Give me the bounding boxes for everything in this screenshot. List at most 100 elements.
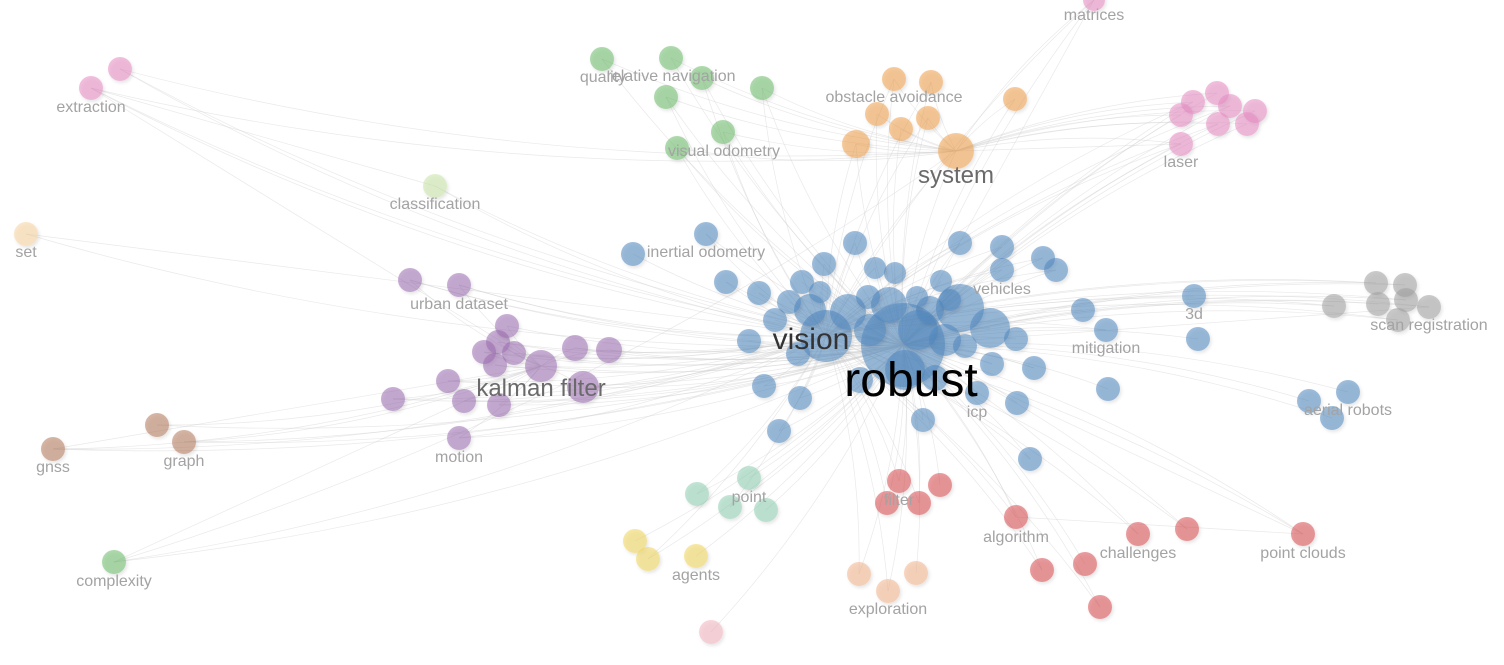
network-node[interactable] — [447, 426, 471, 450]
network-node[interactable] — [871, 287, 907, 323]
network-node[interactable] — [711, 120, 735, 144]
network-node[interactable] — [965, 381, 989, 405]
network-node[interactable] — [1206, 112, 1230, 136]
network-node[interactable] — [876, 579, 900, 603]
network-node[interactable] — [1364, 271, 1388, 295]
label-graph[interactable]: graph — [164, 453, 205, 470]
network-node[interactable] — [777, 290, 801, 314]
network-node[interactable] — [790, 270, 814, 294]
network-node[interactable] — [747, 281, 771, 305]
network-node[interactable] — [690, 66, 714, 90]
network-node[interactable] — [875, 491, 899, 515]
label-vehicles[interactable]: vehicles — [973, 281, 1031, 298]
network-node[interactable] — [1186, 327, 1210, 351]
network-node[interactable] — [1005, 391, 1029, 415]
network-node[interactable] — [1235, 112, 1259, 136]
network-node[interactable] — [911, 408, 935, 432]
network-node[interactable] — [685, 482, 709, 506]
network-node[interactable] — [398, 268, 422, 292]
network-node[interactable] — [172, 430, 196, 454]
network-node[interactable] — [1083, 0, 1105, 11]
network-node[interactable] — [1073, 552, 1097, 576]
network-node[interactable] — [885, 350, 925, 390]
network-node[interactable] — [562, 335, 588, 361]
network-node[interactable] — [1094, 318, 1118, 342]
network-node[interactable] — [938, 133, 974, 169]
label-system[interactable]: system — [918, 162, 994, 189]
label-vision[interactable]: vision — [773, 323, 850, 356]
network-node[interactable] — [929, 324, 961, 356]
network-node[interactable] — [1169, 132, 1193, 156]
label-visual-odometry[interactable]: visual odometry — [668, 143, 780, 160]
network-node[interactable] — [14, 222, 38, 246]
network-node[interactable] — [865, 102, 889, 126]
network-node[interactable] — [1071, 298, 1095, 322]
network-node[interactable] — [495, 314, 519, 338]
label-set[interactable]: set — [15, 244, 37, 261]
network-node[interactable] — [930, 270, 952, 292]
network-node[interactable] — [1044, 258, 1068, 282]
network-node[interactable] — [487, 393, 511, 417]
network-node[interactable] — [694, 222, 718, 246]
label-point-clouds[interactable]: point clouds — [1260, 545, 1345, 562]
network-node[interactable] — [864, 257, 886, 279]
label-obstacle-avoidance[interactable]: obstacle avoidance — [826, 89, 963, 106]
network-node[interactable] — [750, 76, 774, 100]
network-node[interactable] — [1096, 377, 1120, 401]
network-node[interactable] — [108, 57, 132, 81]
network-node[interactable] — [939, 289, 961, 311]
network-node[interactable] — [1004, 505, 1028, 529]
network-node[interactable] — [567, 371, 599, 403]
label-mitigation[interactable]: mitigation — [1072, 340, 1140, 357]
label-scan-registration[interactable]: scan registration — [1370, 317, 1487, 334]
network-node[interactable] — [1004, 327, 1028, 351]
network-node[interactable] — [788, 386, 812, 410]
network-node[interactable] — [79, 76, 103, 100]
network-node[interactable] — [1394, 288, 1418, 312]
network-node[interactable] — [882, 67, 906, 91]
network-node[interactable] — [884, 262, 906, 284]
network-node[interactable] — [1182, 284, 1206, 308]
network-node[interactable] — [842, 130, 870, 158]
network-node[interactable] — [752, 374, 776, 398]
network-node[interactable] — [887, 469, 911, 493]
network-node[interactable] — [41, 437, 65, 461]
label-extraction[interactable]: extraction — [56, 99, 125, 116]
network-node[interactable] — [714, 270, 738, 294]
network-node[interactable] — [1003, 87, 1027, 111]
network-node[interactable] — [889, 117, 913, 141]
network-node[interactable] — [1088, 595, 1112, 619]
network-node[interactable] — [809, 281, 831, 303]
network-node[interactable] — [452, 389, 476, 413]
label-point[interactable]: point — [732, 489, 767, 506]
network-node[interactable] — [812, 252, 836, 276]
network-node[interactable] — [102, 550, 126, 574]
network-node[interactable] — [1175, 517, 1199, 541]
network-node[interactable] — [1022, 356, 1046, 380]
label-inertial-odometry[interactable]: inertial odometry — [647, 244, 765, 261]
network-node[interactable] — [919, 70, 943, 94]
label-matrices[interactable]: matrices — [1064, 7, 1124, 24]
network-node[interactable] — [767, 419, 791, 443]
network-node[interactable] — [596, 337, 622, 363]
label-algorithm[interactable]: algorithm — [983, 529, 1049, 546]
network-node[interactable] — [1417, 295, 1441, 319]
label-exploration[interactable]: exploration — [849, 601, 927, 618]
network-node[interactable] — [737, 466, 761, 490]
network-node[interactable] — [145, 413, 169, 437]
network-node[interactable] — [447, 273, 471, 297]
network-node[interactable] — [1291, 522, 1315, 546]
network-node[interactable] — [1366, 292, 1390, 316]
label-relative-navigation[interactable]: relative navigation — [607, 68, 736, 85]
network-node[interactable] — [854, 314, 886, 346]
network-node[interactable] — [1126, 522, 1150, 546]
network-node[interactable] — [436, 369, 460, 393]
network-node[interactable] — [847, 367, 873, 393]
network-node[interactable] — [1297, 389, 1321, 413]
network-node[interactable] — [928, 473, 952, 497]
network-node[interactable] — [659, 46, 683, 70]
label-quality[interactable]: quality — [580, 69, 626, 86]
label-laser[interactable]: laser — [1164, 154, 1199, 171]
label-3d[interactable]: 3d — [1185, 306, 1203, 323]
label-gnss[interactable]: gnss — [36, 459, 70, 476]
